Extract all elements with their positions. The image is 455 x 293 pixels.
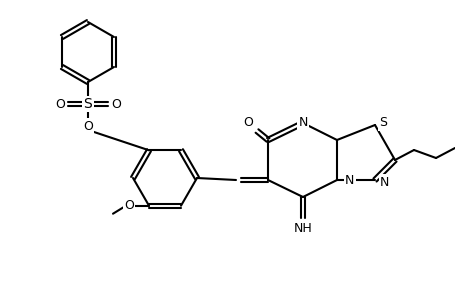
Text: N: N [344,173,354,187]
Text: O: O [83,120,93,132]
Text: O: O [111,98,121,110]
Text: S: S [378,117,386,130]
Text: S: S [83,97,92,111]
Text: O: O [243,117,253,130]
Text: O: O [124,199,134,212]
Text: NH: NH [293,222,312,236]
Text: O: O [55,98,65,110]
Text: N: N [379,176,389,188]
Text: N: N [298,117,307,130]
